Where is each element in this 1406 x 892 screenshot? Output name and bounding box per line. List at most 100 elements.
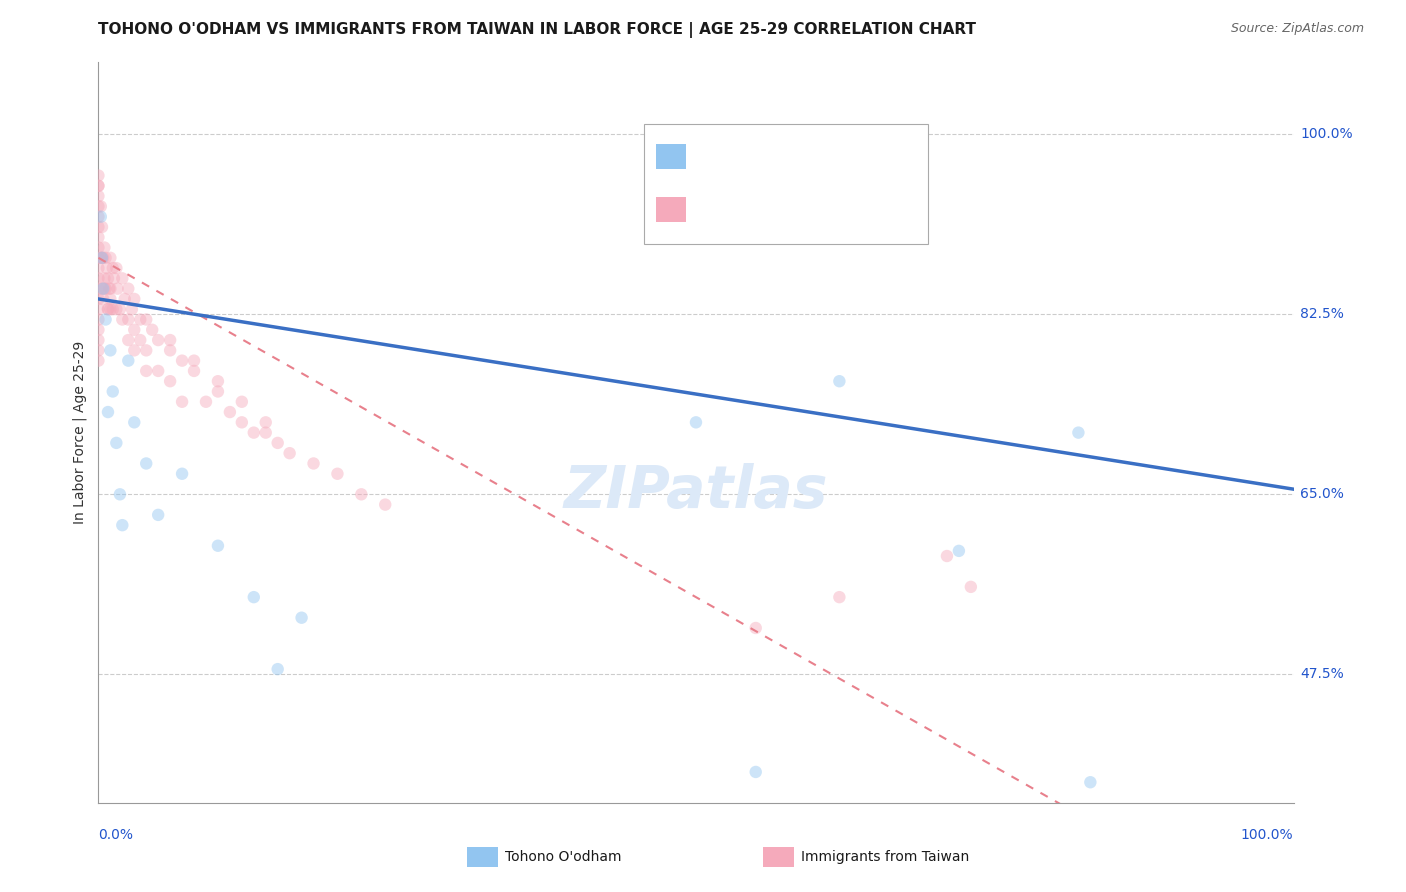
Point bbox=[1067, 425, 1090, 440]
Point bbox=[183, 353, 205, 368]
Point bbox=[91, 251, 114, 265]
Point bbox=[172, 467, 194, 481]
Point bbox=[90, 210, 112, 224]
Text: 65.0%: 65.0% bbox=[1301, 487, 1344, 501]
Point bbox=[94, 312, 117, 326]
Point bbox=[103, 271, 125, 285]
Text: Immigrants from Taiwan: Immigrants from Taiwan bbox=[801, 850, 969, 864]
Point bbox=[101, 261, 124, 276]
Point bbox=[98, 292, 122, 306]
Point bbox=[219, 405, 242, 419]
Point bbox=[374, 498, 396, 512]
Point bbox=[90, 251, 112, 265]
Point bbox=[195, 394, 218, 409]
Text: Source: ZipAtlas.com: Source: ZipAtlas.com bbox=[1230, 22, 1364, 36]
Point bbox=[87, 282, 110, 296]
Point bbox=[159, 333, 181, 347]
Point bbox=[91, 282, 114, 296]
Point bbox=[135, 343, 157, 358]
Point bbox=[183, 364, 205, 378]
Point bbox=[148, 364, 170, 378]
Point bbox=[745, 764, 768, 779]
Point bbox=[267, 662, 290, 676]
Point bbox=[87, 251, 110, 265]
Point bbox=[948, 544, 970, 558]
Point bbox=[278, 446, 301, 460]
Point bbox=[828, 590, 851, 604]
Point bbox=[254, 415, 277, 429]
Point bbox=[93, 240, 115, 254]
Point bbox=[87, 333, 110, 347]
Point bbox=[87, 169, 110, 183]
Text: ZIPatlas: ZIPatlas bbox=[564, 463, 828, 520]
Point bbox=[124, 292, 146, 306]
Point bbox=[135, 364, 157, 378]
Point bbox=[135, 457, 157, 471]
Text: R =: R = bbox=[693, 147, 735, 167]
Point bbox=[148, 333, 170, 347]
Point bbox=[91, 251, 114, 265]
Point bbox=[90, 199, 112, 213]
Text: -0.215: -0.215 bbox=[740, 201, 810, 219]
Point bbox=[117, 353, 139, 368]
Point bbox=[291, 610, 314, 624]
Point bbox=[207, 374, 229, 388]
Text: R =: R = bbox=[693, 201, 735, 219]
Point bbox=[87, 292, 110, 306]
Point bbox=[148, 508, 170, 522]
Point bbox=[91, 219, 114, 234]
Point bbox=[207, 384, 229, 399]
Point bbox=[114, 292, 136, 306]
Point bbox=[87, 343, 110, 358]
Point bbox=[350, 487, 373, 501]
Point bbox=[207, 539, 229, 553]
Point bbox=[108, 487, 131, 501]
Point bbox=[87, 210, 110, 224]
Point bbox=[326, 467, 349, 481]
Point bbox=[98, 282, 121, 296]
Point bbox=[105, 261, 128, 276]
Point bbox=[98, 282, 122, 296]
Point bbox=[1080, 775, 1102, 789]
Point bbox=[87, 302, 110, 317]
Point bbox=[111, 271, 134, 285]
Point bbox=[87, 312, 110, 326]
Point bbox=[159, 343, 181, 358]
Point bbox=[124, 343, 146, 358]
Point bbox=[129, 312, 152, 326]
Text: 82.5%: 82.5% bbox=[1301, 308, 1344, 321]
Text: 100.0%: 100.0% bbox=[1301, 128, 1353, 142]
Point bbox=[243, 590, 266, 604]
Point bbox=[101, 302, 124, 317]
Point bbox=[111, 312, 134, 326]
Point bbox=[87, 178, 110, 193]
Text: -0.240: -0.240 bbox=[740, 147, 810, 167]
Y-axis label: In Labor Force | Age 25-29: In Labor Force | Age 25-29 bbox=[73, 341, 87, 524]
Point bbox=[96, 261, 118, 276]
Point bbox=[243, 425, 266, 440]
Point bbox=[97, 302, 120, 317]
Point bbox=[87, 199, 110, 213]
Text: Tohono O'odham: Tohono O'odham bbox=[505, 850, 621, 864]
Text: N =: N = bbox=[810, 201, 853, 219]
Point bbox=[87, 323, 110, 337]
Point bbox=[87, 240, 110, 254]
Point bbox=[231, 394, 253, 409]
Point bbox=[745, 621, 768, 635]
Point bbox=[117, 282, 139, 296]
Point bbox=[91, 282, 114, 296]
Point bbox=[936, 549, 959, 563]
Text: 47.5%: 47.5% bbox=[1301, 667, 1344, 681]
Text: 92: 92 bbox=[855, 201, 883, 219]
Point bbox=[117, 312, 139, 326]
Point bbox=[172, 394, 194, 409]
Point bbox=[231, 415, 253, 429]
Point bbox=[94, 282, 117, 296]
Point bbox=[94, 251, 117, 265]
Point bbox=[124, 323, 146, 337]
Point bbox=[87, 230, 110, 244]
Point bbox=[87, 271, 110, 285]
Point bbox=[93, 271, 115, 285]
Point bbox=[105, 436, 128, 450]
Point bbox=[87, 353, 110, 368]
